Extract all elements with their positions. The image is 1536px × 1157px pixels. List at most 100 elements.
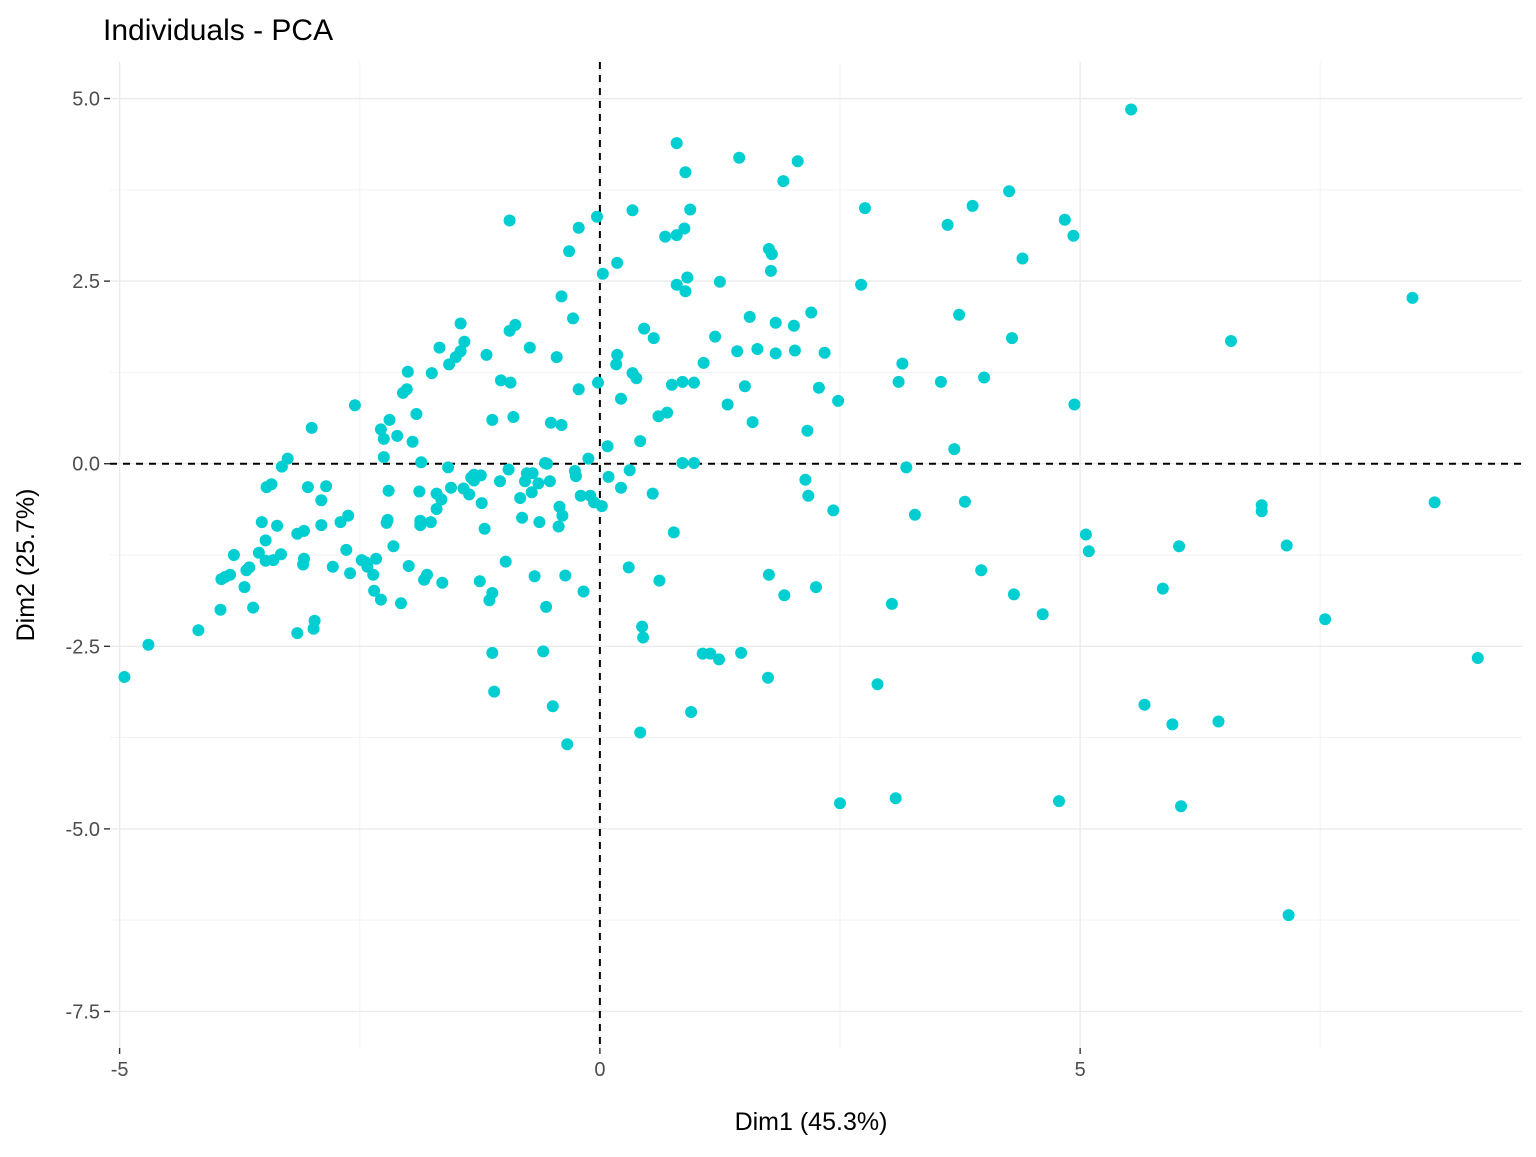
data-point — [721, 398, 734, 411]
data-point — [615, 392, 627, 405]
data-point — [1156, 582, 1169, 595]
data-point — [559, 569, 572, 582]
data-point — [445, 481, 457, 494]
data-point — [791, 155, 804, 168]
data-point — [709, 330, 722, 343]
data-point — [374, 593, 387, 606]
data-point — [665, 378, 678, 391]
data-point — [1036, 608, 1049, 621]
data-point — [552, 520, 565, 533]
data-point — [634, 435, 647, 448]
data-point — [595, 500, 608, 513]
y-tick-label: 5.0 — [72, 89, 100, 111]
data-point — [298, 524, 310, 537]
data-point — [406, 435, 419, 448]
data-point — [630, 372, 643, 385]
data-point — [713, 275, 726, 288]
data-point — [395, 597, 407, 610]
data-point — [382, 484, 395, 497]
data-point — [681, 271, 694, 284]
y-tick-label: -7.5 — [66, 1001, 100, 1023]
data-point — [610, 358, 623, 371]
data-point — [818, 346, 831, 359]
data-point — [713, 653, 725, 666]
data-point — [514, 492, 527, 504]
data-point — [678, 222, 691, 235]
data-point — [402, 560, 415, 572]
data-point — [532, 477, 545, 490]
data-point — [367, 568, 380, 581]
data-point — [381, 513, 394, 526]
data-point — [430, 503, 443, 515]
y-tick-label: 0.0 — [72, 454, 100, 476]
data-point — [305, 421, 318, 434]
data-point — [688, 457, 700, 469]
data-point — [941, 218, 954, 231]
data-point — [827, 504, 840, 517]
data-point — [735, 646, 748, 659]
data-point — [1212, 715, 1225, 728]
data-point — [458, 335, 471, 348]
data-point — [596, 267, 609, 280]
data-point — [454, 345, 467, 358]
data-point — [615, 481, 627, 494]
data-point — [1016, 252, 1029, 265]
axes: -5 0 5 5.0 2.5 0.0 -2.5 -5.0 -7.5 — [66, 89, 1086, 1081]
data-point — [1058, 213, 1071, 226]
data-point — [638, 322, 651, 335]
data-point — [387, 540, 400, 553]
data-point — [1471, 652, 1484, 664]
data-point — [592, 376, 604, 389]
data-point — [308, 614, 321, 627]
data-point — [238, 581, 251, 594]
data-point — [265, 478, 278, 491]
data-point — [1428, 496, 1441, 509]
data-point — [685, 706, 698, 718]
data-point — [799, 473, 812, 486]
data-point — [555, 419, 568, 431]
data-point — [480, 348, 493, 361]
data-point — [602, 470, 615, 483]
data-point — [679, 166, 692, 179]
data-point — [537, 645, 550, 658]
data-point — [1225, 335, 1237, 347]
data-point — [224, 568, 237, 581]
data-point — [591, 210, 603, 223]
data-point — [787, 319, 800, 332]
data-point — [765, 248, 778, 261]
data-point — [601, 440, 614, 453]
data-point — [900, 461, 913, 474]
x-tick-label: 0 — [594, 1059, 605, 1081]
data-point — [626, 204, 639, 217]
data-point — [859, 202, 871, 215]
data-point — [243, 561, 256, 574]
data-point — [1003, 185, 1016, 198]
data-point — [834, 797, 846, 810]
data-point — [855, 278, 868, 291]
grid — [110, 62, 1522, 1048]
data-point — [611, 348, 624, 361]
data-point — [1007, 588, 1020, 601]
data-point — [142, 638, 155, 651]
data-point — [413, 485, 426, 498]
data-point — [214, 603, 227, 616]
data-point — [733, 151, 746, 164]
data-point — [801, 424, 814, 437]
data-point — [227, 549, 240, 561]
data-point — [425, 367, 438, 380]
data-point — [953, 308, 966, 321]
data-point — [1125, 103, 1138, 116]
data-point — [611, 256, 624, 269]
data-point — [563, 245, 576, 258]
data-point — [743, 310, 756, 323]
data-point — [778, 589, 791, 602]
data-point — [676, 457, 689, 469]
data-point — [401, 365, 414, 378]
data-point — [697, 356, 710, 369]
data-point — [192, 624, 205, 637]
data-point — [788, 344, 801, 357]
data-point — [315, 494, 328, 507]
data-point — [661, 406, 674, 419]
